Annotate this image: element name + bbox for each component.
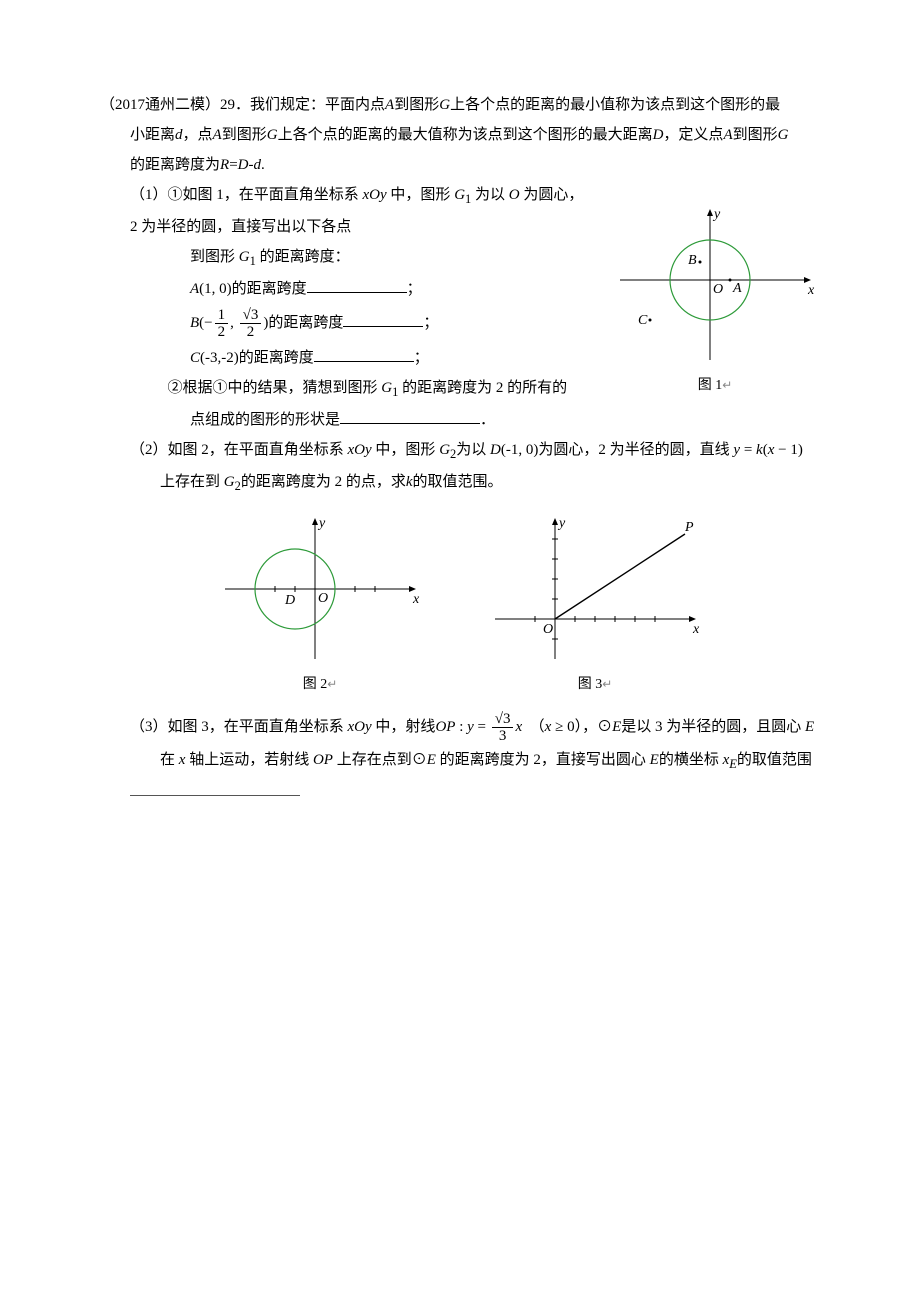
svg-text:x: x — [692, 622, 700, 637]
origin-label: O — [713, 282, 723, 297]
part3-line2: 在 x 轴上运动，若射线 OP 上存在点到⊙E 的距离跨度为 2，直接写出圆心 … — [100, 745, 820, 777]
part1-sub2-line1: ②根据①中的结果，猜想到图形 G1 的距离跨度为 2 的所有的 — [130, 373, 590, 405]
point-B-line: B(−12, √32)的距离跨度； — [130, 304, 590, 343]
defn-line3: 的距离跨度为R=D-d. — [100, 150, 820, 180]
svg-text:D: D — [284, 593, 295, 608]
figure-1: y x O A B C 图 1↵ — [610, 180, 820, 400]
axis-x-label: x — [807, 283, 815, 298]
svg-text:P: P — [684, 520, 694, 535]
part3-line1: （3）如图 3，在平面直角坐标系 xOy 中，射线OP : y = √33x （… — [100, 709, 820, 745]
svg-text:y: y — [317, 516, 326, 531]
figures-2-3: y x O D 图 2↵ — [100, 509, 820, 699]
figure-3: y x O P 图 3↵ — [485, 509, 705, 699]
fig1-caption: 图 1↵ — [610, 372, 820, 400]
blank-B — [343, 311, 423, 327]
figure-2: y x O D 图 2↵ — [215, 509, 425, 699]
source-tag: （2017通州二模）29． — [100, 97, 250, 113]
fig2-caption: 图 2↵ — [215, 671, 425, 699]
svg-text:O: O — [543, 622, 553, 637]
part2-line1: （2）如图 2，在平面直角坐标系 xOy 中，图形 G2为以 D(-1, 0)为… — [100, 435, 820, 467]
fig3-caption: 图 3↵ — [485, 671, 705, 699]
svg-text:x: x — [412, 592, 420, 607]
svg-text:O: O — [318, 591, 328, 606]
part1-block: （1）①如图 1，在平面直角坐标系 xOy 中，图形 G1 为以 O 为圆心，2… — [100, 180, 820, 435]
problem-header: （2017通州二模）29．我们规定：平面内点A到图形G上各个点的距离的最小值称为… — [100, 90, 820, 120]
part1-sub2-line2: 点组成的图形的形状是． — [130, 405, 590, 435]
part1-line2: 到图形 G1 的距离跨度： — [130, 242, 590, 274]
point-C-line: C(-3,-2)的距离跨度； — [130, 343, 590, 373]
blank-A — [307, 277, 407, 293]
part2-line2: 上存在到 G2的距离跨度为 2 的点，求k的取值范围。 — [100, 467, 820, 499]
blank-shape — [340, 408, 480, 424]
blank-part3-answer — [130, 777, 300, 796]
defn-line2: 小距离d，点A到图形G上各个点的距离的最大值称为该点到这个图形的最大距离D，定义… — [100, 120, 820, 150]
label-C: C — [638, 313, 648, 328]
label-B: B — [688, 253, 697, 268]
blank-C — [314, 346, 414, 362]
axis-y-label: y — [712, 207, 721, 222]
part1-line1: （1）①如图 1，在平面直角坐标系 xOy 中，图形 G1 为以 O 为圆心，2… — [130, 180, 590, 242]
point-A-line: A(1, 0)的距离跨度； — [130, 274, 590, 304]
svg-text:y: y — [557, 516, 566, 531]
label-A: A — [732, 281, 742, 296]
